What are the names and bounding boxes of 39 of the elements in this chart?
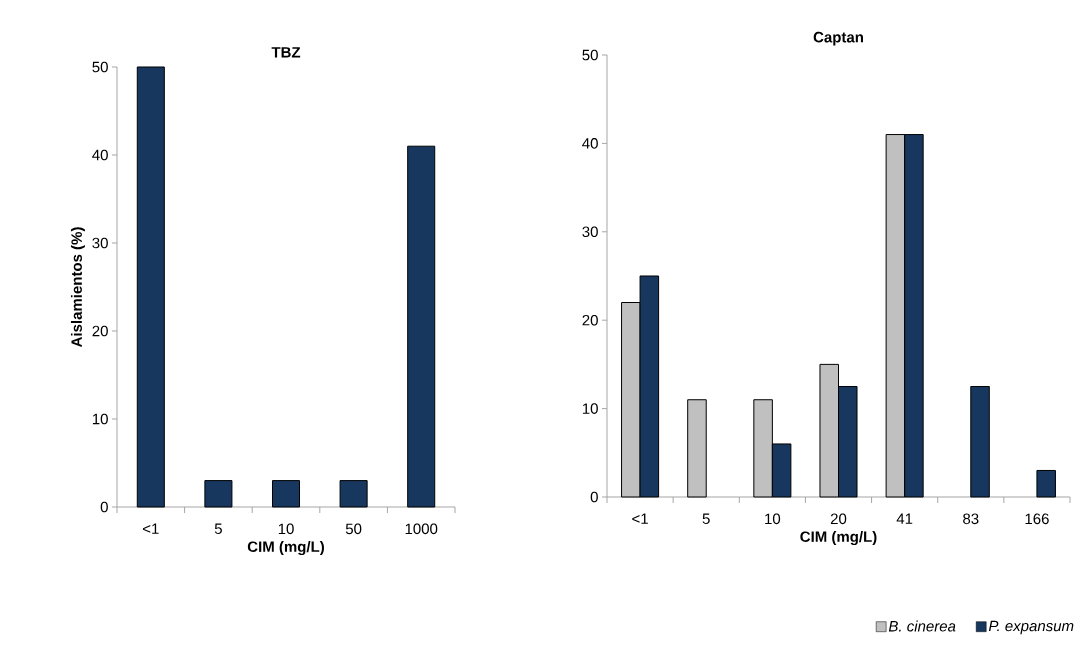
y-tick-label: 30 bbox=[92, 237, 108, 249]
y-axis-title: Aislamientos (%) bbox=[70, 227, 85, 348]
x-tick-label: 5 bbox=[702, 513, 710, 524]
x-axis-title: CIM (mg/L) bbox=[247, 541, 324, 556]
bar bbox=[1036, 469, 1056, 498]
bar bbox=[407, 145, 436, 508]
y-tick-label: 10 bbox=[582, 403, 598, 414]
bar bbox=[204, 480, 233, 508]
x-tick-label: 41 bbox=[896, 513, 913, 524]
x-axis-title: CIM (mg/L) bbox=[800, 531, 877, 546]
y-tick-label: 20 bbox=[582, 314, 598, 326]
x-tick-label: 20 bbox=[830, 513, 847, 525]
bar bbox=[271, 480, 301, 508]
x-tick-label: <1 bbox=[632, 513, 648, 524]
y-tick-label: 0 bbox=[590, 491, 598, 503]
bar bbox=[339, 480, 368, 508]
bar bbox=[970, 385, 990, 498]
x-tick-label: 1000 bbox=[405, 523, 438, 535]
y-tick-label: 0 bbox=[100, 501, 108, 513]
x-tick-label: 166 bbox=[1025, 513, 1049, 525]
x-tick-label: 5 bbox=[214, 523, 222, 534]
x-tick-label: 10 bbox=[278, 523, 294, 535]
x-tick-label: <1 bbox=[143, 523, 159, 534]
bar bbox=[687, 399, 707, 498]
chart-title: Captan bbox=[813, 31, 863, 46]
bar bbox=[136, 66, 165, 508]
legend-label: P. expansum bbox=[988, 620, 1074, 635]
x-tick-label: 50 bbox=[345, 523, 362, 535]
y-tick-label: 40 bbox=[582, 138, 598, 149]
y-tick-label: 50 bbox=[582, 49, 598, 61]
y-tick-label: 10 bbox=[92, 413, 108, 425]
y-tick-label: 40 bbox=[92, 149, 108, 161]
x-tick-label: 10 bbox=[765, 513, 781, 525]
x-tick-label: 83 bbox=[963, 513, 979, 525]
chart-title: TBZ bbox=[271, 47, 301, 58]
y-tick-label: 50 bbox=[92, 61, 108, 73]
y-tick-label: 30 bbox=[582, 226, 598, 238]
y-tick-label: 20 bbox=[92, 325, 108, 337]
legend-label: B. cinerea bbox=[888, 620, 956, 632]
